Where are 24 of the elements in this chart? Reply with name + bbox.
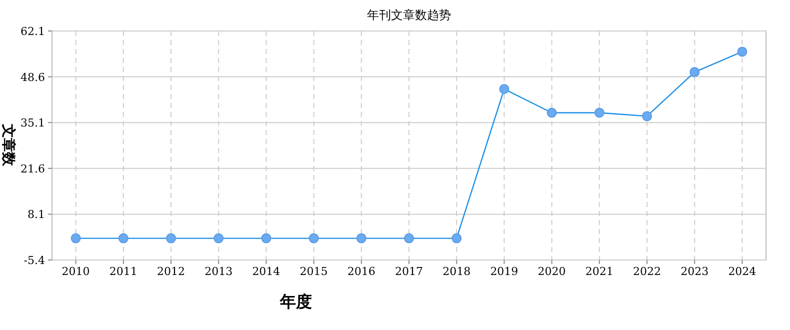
x-tick-label: 2018 — [442, 265, 471, 278]
y-axis-title: 文章数 — [0, 123, 17, 167]
x-tick-label: 2014 — [252, 265, 280, 278]
x-tick-label: 2012 — [157, 265, 185, 278]
y-tick-label: 8.1 — [28, 208, 45, 222]
y-tick-label: 48.6 — [20, 70, 45, 84]
x-tick-label: 2011 — [109, 265, 138, 278]
x-tick-label: 2023 — [680, 265, 709, 278]
x-tick-label: 2020 — [538, 265, 566, 278]
y-tick-label: 35.1 — [20, 116, 45, 130]
y-tick-label: -5.4 — [24, 254, 45, 267]
y-tick-label: 62.1 — [20, 25, 45, 38]
x-tick-label: 2022 — [633, 265, 661, 278]
chart-title: 年刊文章数趋势 — [367, 8, 451, 22]
x-tick-label: 2015 — [300, 265, 328, 278]
x-axis-title: 年度 — [279, 292, 312, 311]
x-tick-label: 2016 — [347, 265, 376, 278]
x-tick-label: 2019 — [490, 265, 518, 278]
x-tick-label: 2024 — [728, 265, 756, 278]
x-tick-label: 2017 — [395, 265, 423, 278]
y-tick-label: 21.6 — [20, 162, 45, 176]
x-tick-label: 2010 — [62, 265, 90, 278]
x-tick-label: 2013 — [204, 265, 233, 278]
x-tick-label: 2021 — [585, 265, 614, 278]
